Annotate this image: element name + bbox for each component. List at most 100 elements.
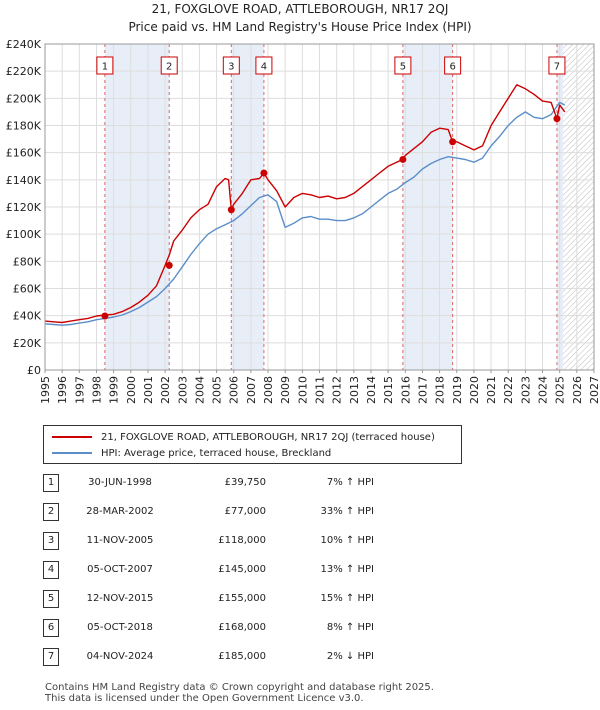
x-tick-label: 2016: [399, 376, 412, 404]
sale-hpi-change: 2% ↓ HPI: [326, 651, 374, 662]
sale-label-box: 2: [160, 56, 178, 75]
sale-price: £77,000: [224, 506, 266, 517]
x-tick-label: 2001: [142, 376, 155, 404]
x-tick-label: 2017: [416, 376, 429, 404]
sale-date: 05-OCT-2018: [87, 622, 153, 633]
sale-number-badge: 2: [43, 503, 59, 521]
sale-label-text: 7: [554, 62, 560, 73]
legend-label-hpi: HPI: Average price, terraced house, Brec…: [101, 447, 332, 459]
sale-point: [165, 261, 173, 269]
price-chart: 1 2 3 4 5 6 7 £0 £20K £40K £60K £80K £100K £120K £140K…: [6, 38, 600, 404]
table-row: 7 04-NOV-2024 £185,000 2% ↓ HPI: [0, 648, 600, 668]
y-tick-label: £20K: [13, 337, 42, 350]
sale-number-badge: 4: [43, 561, 59, 579]
sale-point: [399, 155, 407, 163]
sale-price: £39,750: [224, 477, 266, 488]
y-tick-label: £120K: [6, 201, 42, 214]
table-row: 6 05-OCT-2018 £168,000 8% ↑ HPI: [0, 619, 600, 639]
x-tick-label: 1999: [108, 376, 121, 404]
table-row: 3 11-NOV-2005 £118,000 10% ↑ HPI: [0, 532, 600, 552]
legend-label-property: 21, FOXGLOVE ROAD, ATTLEBOROUGH, NR17 2Q…: [101, 431, 435, 443]
sale-date: 30-JUN-1998: [88, 477, 152, 488]
sale-point: [227, 206, 235, 214]
x-tick-label: 2005: [211, 376, 224, 404]
chart-title: 21, FOXGLOVE ROAD, ATTLEBOROUGH, NR17 2Q…: [151, 2, 449, 16]
table-row: 2 28-MAR-2002 £77,000 33% ↑ HPI: [0, 503, 600, 523]
x-tick-label: 2018: [434, 376, 447, 404]
sale-label-frame: [160, 56, 178, 75]
sale-number-badge: 5: [43, 590, 59, 608]
x-tick-label: 2022: [502, 376, 515, 404]
sale-date: 12-NOV-2015: [86, 593, 154, 604]
y-tick-label: £60K: [13, 283, 42, 296]
sale-label-box: 6: [444, 56, 462, 75]
x-tick-label: 2020: [468, 376, 481, 404]
sale-number-badge: 6: [43, 619, 59, 637]
x-tick-label: 2019: [451, 376, 464, 404]
x-tick-label: 2013: [348, 376, 361, 404]
sale-label-frame: [548, 56, 566, 75]
y-tick-label: £0: [27, 364, 41, 377]
sale-label-text: 6: [449, 62, 455, 73]
sale-label-text: 5: [400, 62, 406, 73]
x-tick-label: 2000: [125, 376, 138, 404]
x-tick-label: 2010: [296, 376, 309, 404]
sale-date: 11-NOV-2005: [86, 535, 154, 546]
table-row: 5 12-NOV-2015 £155,000 15% ↑ HPI: [0, 590, 600, 610]
y-tick-label: £140K: [6, 174, 42, 187]
legend-item-hpi: HPI: Average price, terraced house, Brec…: [52, 446, 331, 460]
x-tick-label: 2021: [485, 376, 498, 404]
x-tick-label: 2025: [554, 376, 567, 404]
legend-line-hpi: [52, 452, 92, 454]
x-tick-label: 2026: [571, 376, 584, 404]
x-tick-label: 2027: [588, 376, 600, 404]
y-tick-label: £40K: [13, 310, 42, 323]
footer-copyright: Contains HM Land Registry data © Crown c…: [45, 682, 434, 693]
table-row: 4 05-OCT-2007 £145,000 13% ↑ HPI: [0, 561, 600, 581]
x-tick-label: 2015: [382, 376, 395, 404]
sale-label-frame: [222, 56, 240, 75]
y-tick-label: £200K: [6, 92, 42, 105]
sale-hpi-change: 13% ↑ HPI: [320, 564, 374, 575]
sale-hpi-change: 8% ↑ HPI: [326, 622, 374, 633]
sale-number-badge: 7: [43, 648, 59, 666]
sale-label-frame: [444, 56, 462, 75]
sale-number-badge: 1: [43, 474, 59, 492]
sale-price: £185,000: [218, 651, 266, 662]
x-tick-label: 2024: [537, 376, 550, 404]
sale-label-text: 2: [166, 62, 172, 73]
sale-number-badge: 3: [43, 532, 59, 550]
x-tick-label: 1995: [39, 376, 52, 404]
sale-price: £118,000: [218, 535, 266, 546]
x-tick-label: 2023: [519, 376, 532, 404]
x-tick-label: 1997: [73, 376, 86, 404]
sale-price: £155,000: [218, 593, 266, 604]
sale-hpi-change: 10% ↑ HPI: [320, 535, 374, 546]
sale-label-box: 4: [255, 56, 273, 75]
x-tick-label: 2003: [176, 376, 189, 404]
sale-hpi-change: 33% ↑ HPI: [320, 506, 374, 517]
x-tick-label: 2004: [193, 376, 206, 404]
chart-legend: 21, FOXGLOVE ROAD, ATTLEBOROUGH, NR17 2Q…: [43, 425, 462, 464]
x-tick-label: 2007: [245, 376, 258, 404]
sale-label-frame: [394, 56, 412, 75]
sale-hpi-change: 7% ↑ HPI: [326, 477, 374, 488]
x-tick-label: 2008: [262, 376, 275, 404]
sale-label-frame: [96, 56, 114, 75]
sale-date: 04-NOV-2024: [86, 651, 154, 662]
sale-label-box: 1: [96, 56, 114, 75]
sale-label-box: 3: [222, 56, 240, 75]
y-tick-label: £220K: [6, 65, 42, 78]
x-tick-label: 1996: [56, 376, 69, 404]
legend-item-property: 21, FOXGLOVE ROAD, ATTLEBOROUGH, NR17 2Q…: [52, 430, 435, 444]
sale-price: £145,000: [218, 564, 266, 575]
chart-subtitle: Price paid vs. HM Land Registry's House …: [128, 20, 472, 34]
x-tick-label: 2009: [279, 376, 292, 404]
x-tick-label: 2002: [159, 376, 172, 404]
sale-hpi-change: 15% ↑ HPI: [320, 593, 374, 604]
y-tick-label: £100K: [6, 228, 42, 241]
sale-label-box: 7: [548, 56, 566, 75]
sale-label-text: 4: [261, 62, 267, 73]
sale-label-frame: [255, 56, 273, 75]
y-tick-label: £240K: [6, 38, 42, 51]
